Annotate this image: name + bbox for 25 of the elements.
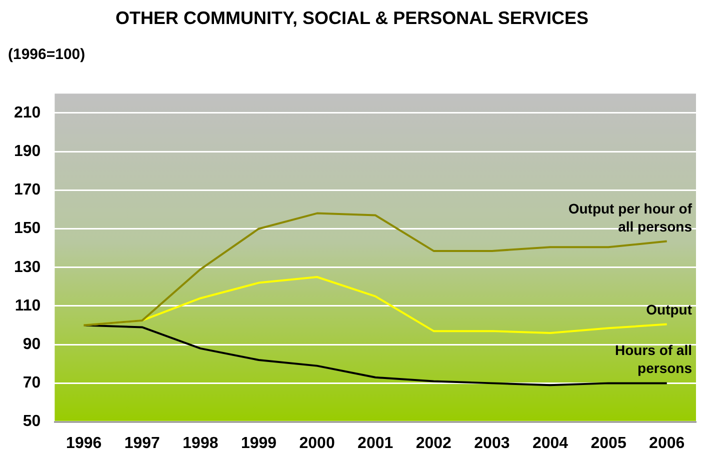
y-axis-title: (1996=100) bbox=[8, 46, 86, 63]
x-tick-label: 2004 bbox=[532, 434, 568, 452]
x-tick-label: 2002 bbox=[416, 434, 452, 452]
y-tick-label: 170 bbox=[14, 182, 41, 199]
chart-title: OTHER COMMUNITY, SOCIAL & PERSONAL SERVICES bbox=[114, 8, 590, 29]
y-tick-label: 190 bbox=[14, 142, 41, 160]
y-tick-label: 90 bbox=[22, 336, 41, 353]
x-tick-label: 1999 bbox=[240, 434, 277, 452]
x-tick-label: 1997 bbox=[124, 434, 160, 452]
x-tick-label: 2006 bbox=[649, 434, 685, 452]
y-tick-label: 210 bbox=[14, 104, 41, 122]
y-tick-label: 50 bbox=[22, 413, 41, 430]
y-tick-label: 150 bbox=[14, 220, 41, 238]
x-tick-label: 2000 bbox=[299, 434, 335, 452]
series-label: Hours of all persons bbox=[614, 342, 692, 376]
y-tick-label: 70 bbox=[22, 374, 41, 392]
x-tick-label: 2005 bbox=[590, 434, 626, 452]
y-tick-label: 130 bbox=[14, 258, 41, 276]
series-label: Output per hour of all persons bbox=[568, 200, 692, 234]
x-tick-label: 1998 bbox=[182, 434, 218, 452]
x-tick-label: 2001 bbox=[358, 434, 394, 452]
y-tick-label: 110 bbox=[14, 297, 41, 314]
x-tick-label: 2003 bbox=[474, 434, 510, 452]
series-label: Output bbox=[646, 301, 692, 318]
x-tick-label: 1996 bbox=[66, 434, 102, 452]
